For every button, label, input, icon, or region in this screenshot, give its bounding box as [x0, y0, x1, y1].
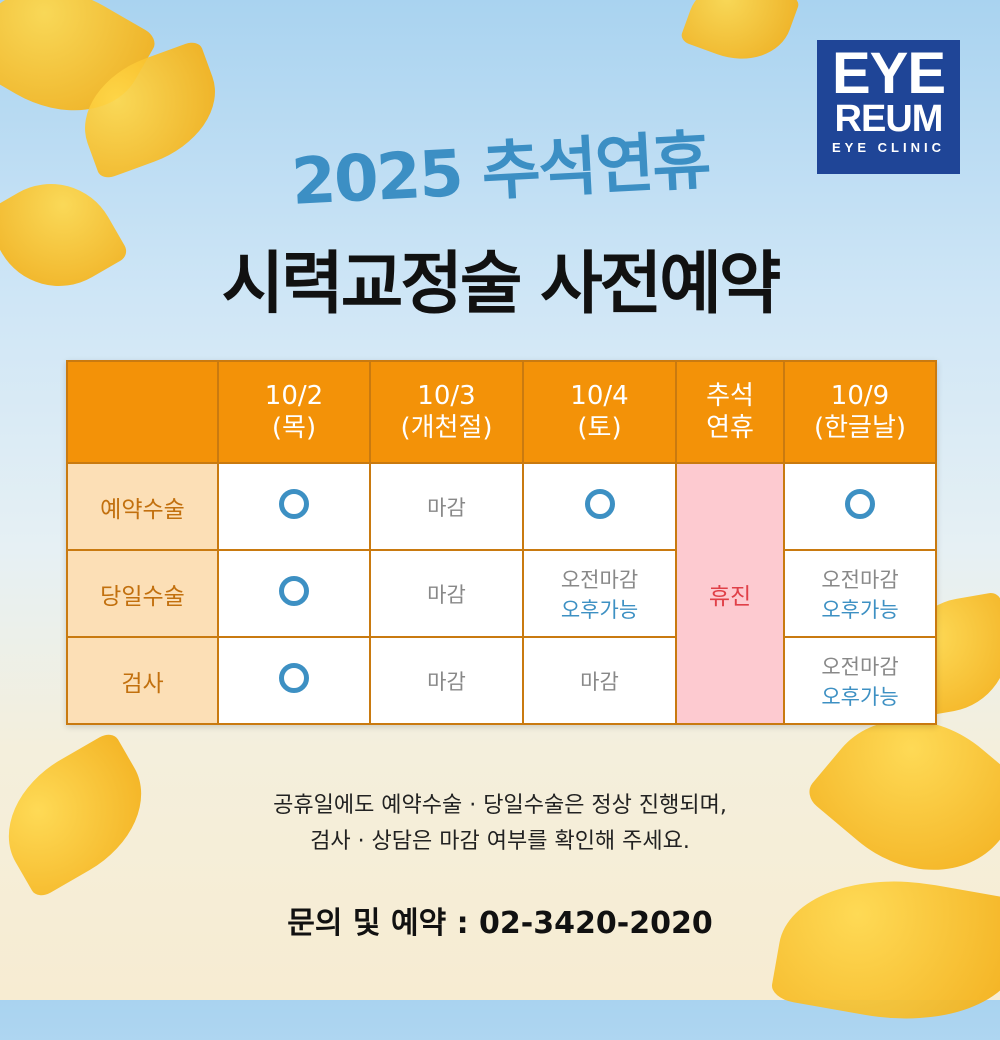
cell: 오전마감 오후가능	[783, 636, 937, 725]
table-row: 예약수술 마감 휴진	[66, 462, 937, 725]
cell	[522, 462, 677, 551]
ginkgo-leaf	[679, 0, 801, 75]
cell	[217, 549, 371, 638]
row-label: 검사	[66, 636, 219, 725]
available-circle-icon	[845, 489, 875, 519]
header-empty	[66, 360, 219, 464]
row-label: 예약수술	[66, 462, 219, 551]
header-row: 10/2 (목) 10/3 (개천절) 10/4 (토) 추석 연휴 10/9 (한글날)	[66, 360, 937, 464]
header-cell: 추석 연휴	[675, 360, 785, 464]
cell	[217, 462, 371, 551]
logo-line2: REUM	[834, 98, 944, 140]
cell: 마감	[522, 636, 677, 725]
logo-line3: EYE CLINIC	[832, 140, 945, 155]
cell	[783, 462, 937, 551]
eyereum-logo: EYE REUM EYE CLINIC	[817, 40, 960, 174]
header-cell: 10/3 (개천절)	[369, 360, 524, 464]
schedule-table: 10/2 (목) 10/3 (개천절) 10/4 (토) 추석 연휴 10/9 (한글날)…	[66, 360, 937, 725]
holiday-cell: 휴진	[675, 462, 785, 725]
notice-text: 공휴일에도 예약수술 · 당일수술은 정상 진행되며, 검사 · 상담은 마감 여…	[273, 793, 727, 854]
cell: 오전마감 오후가능	[522, 549, 677, 638]
cell	[217, 636, 371, 725]
header-cell: 10/4 (토)	[522, 360, 677, 464]
available-circle-icon	[279, 489, 309, 519]
page-subtitle: 시력교정술 사전예약	[221, 245, 782, 324]
cell: 마감	[369, 462, 524, 551]
header-cell: 10/9 (한글날)	[783, 360, 937, 464]
contact-info: 문의 및 예약 : 02-3420-2020	[287, 906, 713, 941]
cell: 오전마감 오후가능	[783, 549, 937, 638]
available-circle-icon	[584, 489, 615, 519]
cell: 마감	[369, 636, 524, 725]
header-cell: 10/2 (목)	[217, 360, 371, 464]
row-label: 당일수술	[66, 549, 219, 638]
logo-line1: EYE	[831, 41, 946, 106]
available-circle-icon	[279, 576, 309, 606]
available-circle-icon	[279, 663, 309, 693]
table-row: 검사 마감 마감 오전마감 오후가능	[66, 636, 937, 725]
ginkgo-leaf	[769, 860, 1000, 1040]
cell: 마감	[369, 549, 524, 638]
table-row: 당일수술 마감 오전마감 오후가능 오전마감 오후가능	[66, 549, 937, 638]
